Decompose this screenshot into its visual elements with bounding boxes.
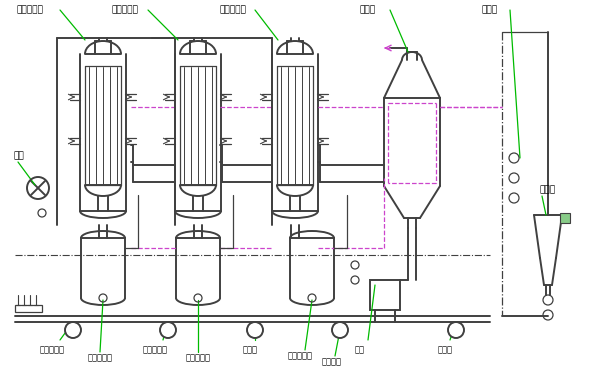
Text: 真空泵: 真空泵 [482,5,498,15]
Text: 一效循环泵: 一效循环泵 [39,346,65,355]
Text: 二效循环泵: 二效循环泵 [143,346,168,355]
Circle shape [65,322,81,338]
Text: 冷凝水箱: 冷凝水箱 [322,358,342,366]
Bar [370,280,400,310]
Text: 冷凝器: 冷凝器 [360,5,376,15]
Text: 三效蒸发器: 三效蒸发器 [220,5,247,15]
Circle shape [160,322,176,338]
Bar [560,213,570,223]
Circle shape [247,322,263,338]
Text: 水箱: 水箱 [355,346,365,355]
Text: 热泵: 热泵 [14,152,25,161]
Text: 二效分离器: 二效分离器 [185,354,210,362]
Circle shape [448,322,464,338]
Circle shape [332,322,348,338]
Bar [15,305,42,312]
Text: 三效分离器: 三效分离器 [287,351,312,361]
Text: 一效蒸发器: 一效蒸发器 [17,5,43,15]
Text: 进料泵: 进料泵 [438,346,453,355]
Text: 平衡罐: 平衡罐 [540,186,556,194]
Text: 二效蒸发器: 二效蒸发器 [112,5,138,15]
Text: 出料泵: 出料泵 [242,346,258,355]
Text: 一效分离器: 一效分离器 [87,354,112,362]
